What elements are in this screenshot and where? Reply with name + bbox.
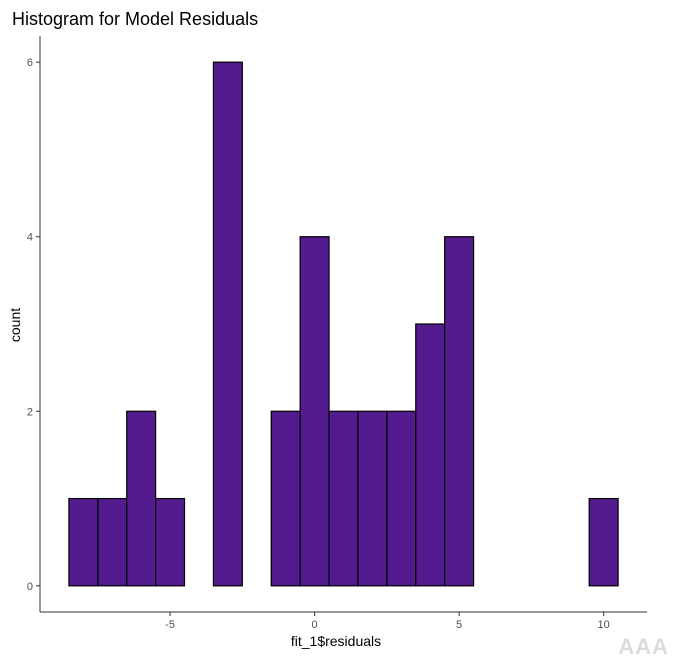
y-tick-label: 4 — [27, 232, 33, 244]
chart-title: Histogram for Model Residuals — [12, 9, 258, 29]
x-tick-label: 5 — [456, 619, 462, 631]
x-axis-label: fit_1$residuals — [291, 633, 381, 649]
y-tick-label: 2 — [27, 406, 33, 418]
histogram-bar — [415, 323, 446, 587]
y-axis-label: count — [7, 308, 23, 342]
x-tick-label: 10 — [598, 619, 610, 631]
histogram-bar — [212, 61, 243, 587]
x-ticks: -5 0 5 10 — [165, 612, 610, 631]
x-tick-label: -5 — [165, 619, 175, 631]
histogram-bar — [444, 236, 475, 587]
bars-group — [68, 61, 619, 587]
histogram-bar — [270, 410, 301, 587]
histogram-bar — [126, 410, 157, 587]
histogram-bar — [588, 497, 619, 587]
watermark-logo: AAA — [618, 634, 669, 660]
histogram-bar — [357, 410, 388, 587]
watermark-text: AAA — [618, 634, 669, 659]
histogram-bar — [155, 497, 186, 587]
y-tick-label: 6 — [27, 57, 33, 69]
x-tick-label: 0 — [312, 619, 318, 631]
histogram-bar — [386, 410, 417, 587]
histogram-bar — [97, 497, 128, 587]
histogram-bar — [68, 497, 99, 587]
histogram-bar — [299, 236, 330, 587]
y-tick-label: 0 — [27, 581, 33, 593]
histogram-bar — [328, 410, 359, 587]
y-ticks: 0 2 4 6 — [27, 57, 40, 593]
